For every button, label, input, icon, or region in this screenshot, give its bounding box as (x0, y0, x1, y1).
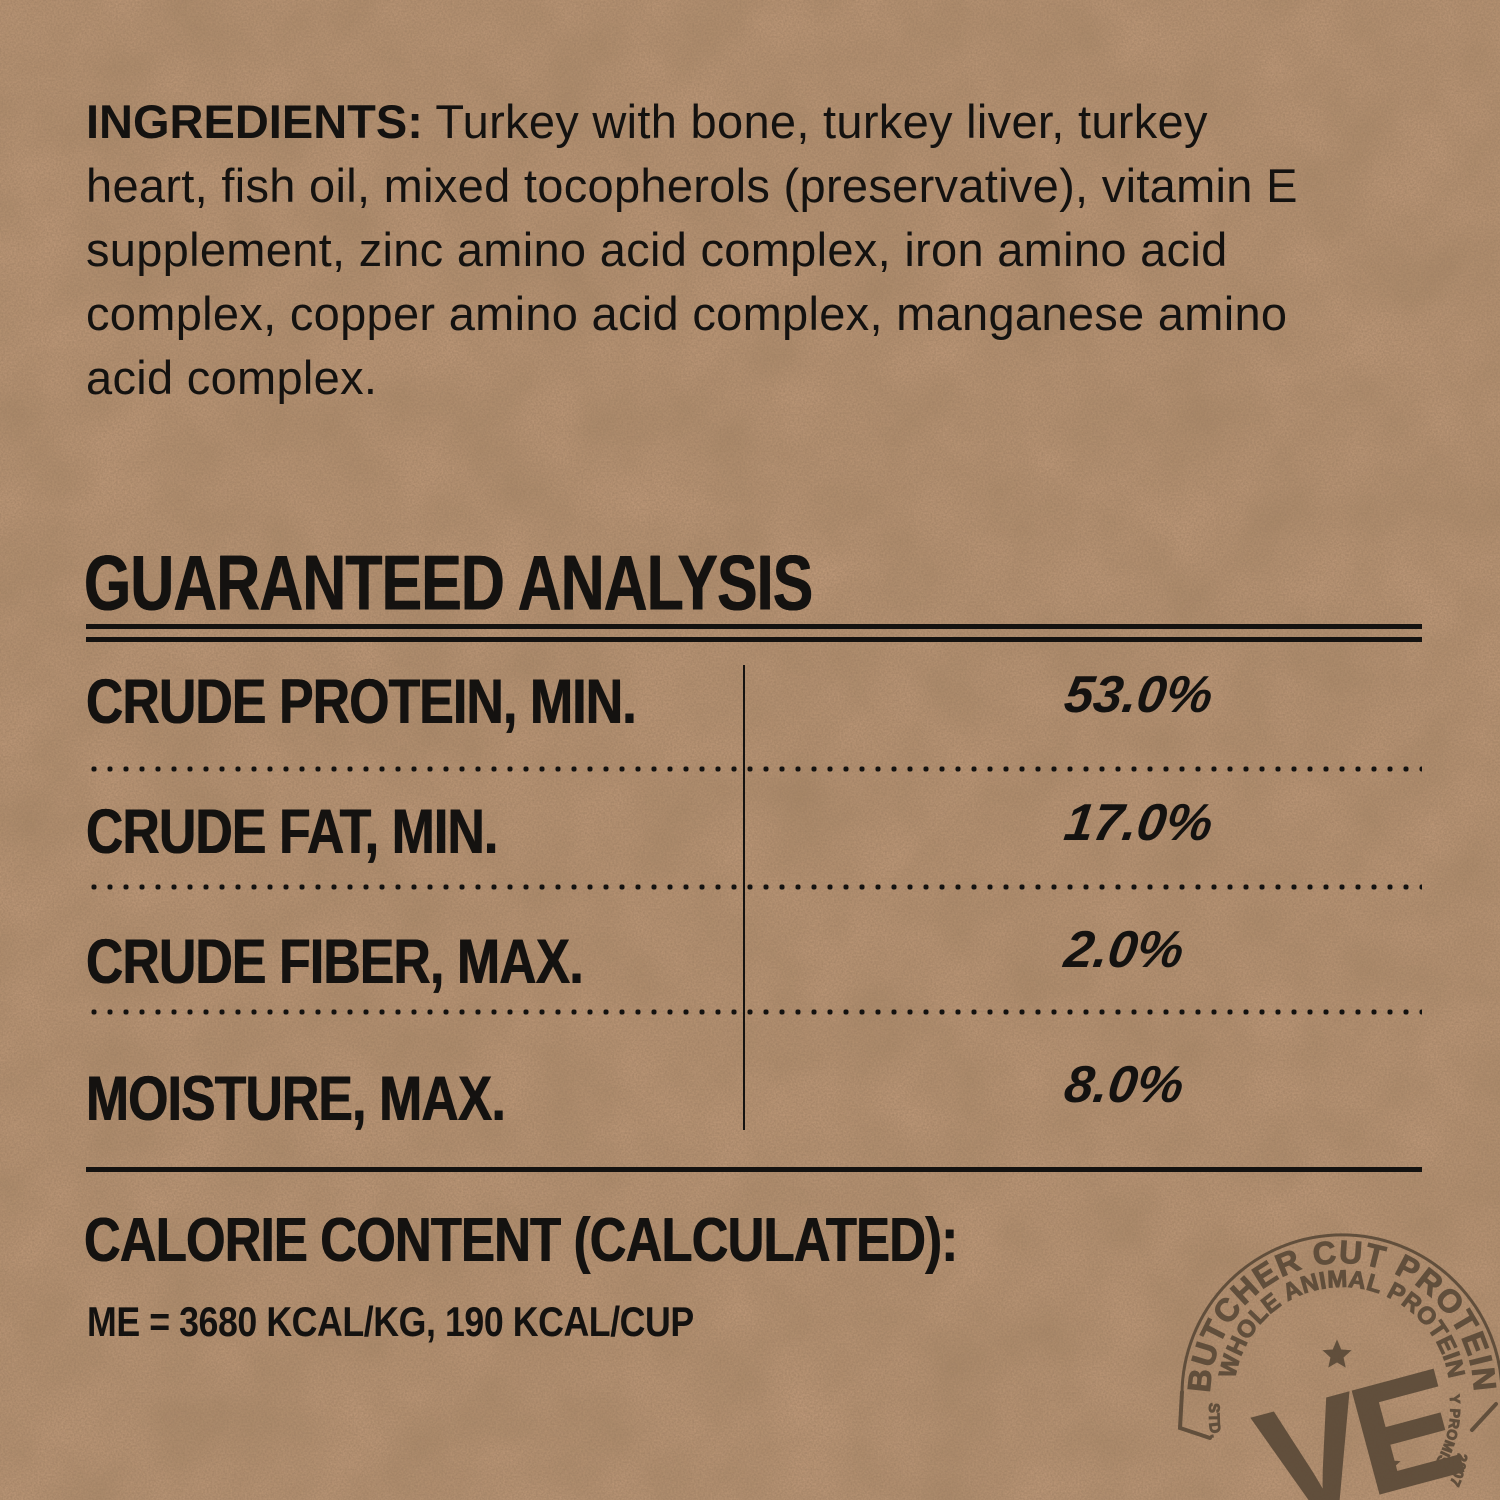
svg-text:QUALITY PROMISE: QUALITY PROMISE (0, 0, 1464, 1478)
svg-text:ESTD.: ESTD. (0, 0, 1224, 1440)
